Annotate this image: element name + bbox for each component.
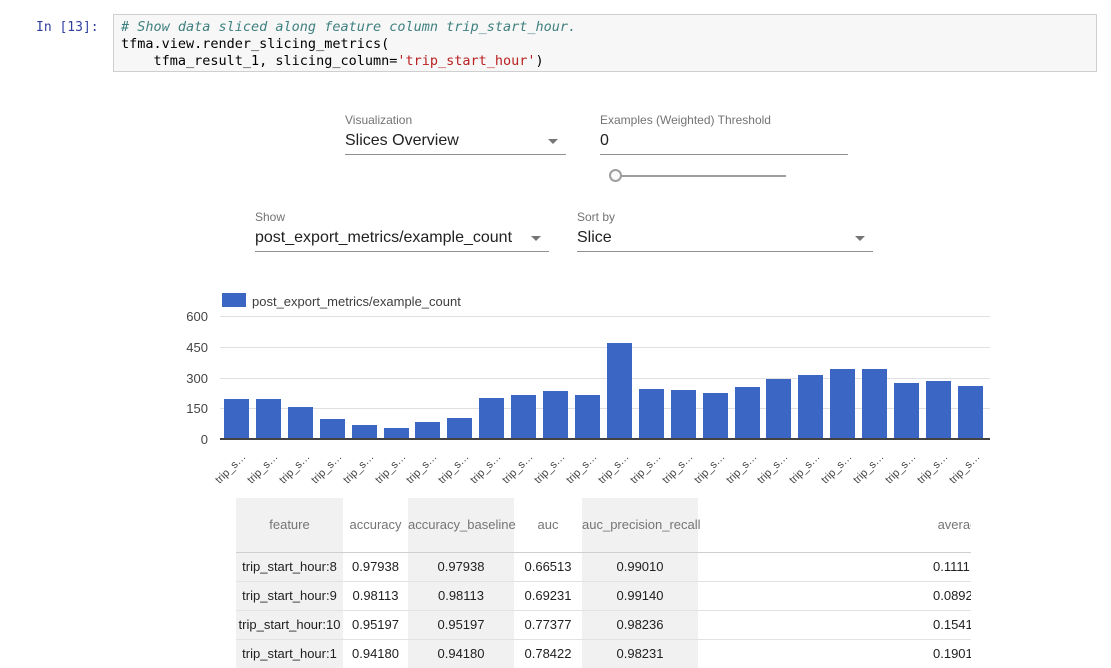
chart-bar[interactable] — [224, 399, 249, 438]
feature-cell: trip_start_hour:1 — [236, 639, 343, 668]
chart-bar[interactable] — [256, 399, 281, 438]
visualization-label: Visualization — [345, 113, 413, 127]
code-string: 'trip_start_hour' — [397, 53, 536, 69]
chart-bar[interactable] — [639, 389, 664, 438]
chart-bar[interactable] — [607, 343, 632, 438]
code-line: tfma_result_1, slicing_column='trip_star… — [121, 53, 544, 69]
metric-value-cell: 0.69231 — [514, 581, 582, 611]
metric-value-cell: 0.99140 — [582, 581, 698, 611]
chart-bar[interactable] — [830, 369, 855, 438]
metric-value-cell: 0.78422 — [514, 639, 582, 668]
feature-cell: trip_start_hour:10 — [236, 610, 343, 640]
chart-bar[interactable] — [894, 383, 919, 438]
legend-label: post_export_metrics/example_count — [252, 294, 461, 309]
chart-bar[interactable] — [447, 418, 472, 438]
metric-value-cell: 0.98113 — [343, 581, 408, 611]
show-label: Show — [255, 210, 286, 224]
cell-input-prompt: In [13]: — [36, 20, 99, 35]
metric-value-cell: 0.1111 — [698, 552, 971, 582]
chart-bar[interactable] — [862, 369, 887, 438]
metric-value-cell: 0.97938 — [408, 552, 514, 582]
chart-gridline — [220, 378, 990, 379]
metric-value-cell: 0.97938 — [343, 552, 408, 582]
threshold-label: Examples (Weighted) Threshold — [600, 113, 771, 127]
chevron-down-icon[interactable] — [531, 236, 541, 241]
metric-value-cell: 0.66513 — [514, 552, 582, 582]
metric-value-cell: 0.77377 — [514, 610, 582, 640]
code-line: tfma.view.render_slicing_metrics( — [121, 36, 390, 52]
y-axis-tick-label: 600 — [186, 309, 208, 324]
x-axis-line — [220, 438, 990, 440]
metric-value-cell: 0.1541 — [698, 610, 971, 640]
threshold-value: 0 — [600, 132, 609, 149]
metric-value-cell: 0.0892 — [698, 581, 971, 611]
table-header-row: feature accuracy accuracy_baseline auc auc_p… — [236, 498, 971, 553]
chevron-down-icon[interactable] — [548, 139, 558, 144]
table-header-cell[interactable]: accuracy — [343, 498, 408, 553]
y-axis-tick-label: 150 — [186, 401, 208, 416]
chart-bar[interactable] — [766, 379, 791, 438]
chart-bar[interactable] — [352, 425, 377, 438]
table-header-cell[interactable]: auc_precision_recall — [582, 498, 701, 553]
chart-bar[interactable] — [511, 395, 536, 438]
visualization-value: Slices Overview — [345, 132, 459, 149]
chart-bar[interactable] — [543, 391, 568, 438]
sort-by-value: Slice — [577, 229, 612, 246]
show-metric-value: post_export_metrics/example_count — [255, 229, 513, 246]
table-row: trip_start_hour:10 0.95197 0.95197 0.77377 0… — [236, 610, 971, 640]
code-comment: # Show data sliced along feature column … — [121, 19, 577, 35]
metric-value-cell: 0.94180 — [343, 639, 408, 668]
show-metric-dropdown[interactable]: post_export_metrics/example_count — [255, 227, 549, 252]
metric-value-cell: 0.98231 — [582, 639, 698, 668]
chart-bar[interactable] — [735, 387, 760, 438]
table-header-cell[interactable]: accuracy_baseline — [408, 498, 516, 553]
metrics-table: feature accuracy accuracy_baseline auc auc_p… — [236, 498, 971, 668]
metric-value-cell: 0.98113 — [408, 581, 514, 611]
chart-bar[interactable] — [479, 398, 504, 438]
legend-color-swatch — [222, 293, 246, 307]
threshold-input[interactable]: 0 — [600, 130, 848, 155]
chart-gridline — [220, 316, 990, 317]
table-header-cell[interactable]: average_los — [698, 498, 971, 553]
y-axis-tick-label: 300 — [186, 371, 208, 386]
threshold-slider-track[interactable] — [614, 175, 786, 177]
y-axis-tick-label: 450 — [186, 340, 208, 355]
visualization-dropdown[interactable]: Slices Overview — [345, 130, 566, 155]
code-editor[interactable]: # Show data sliced along feature column … — [113, 14, 1097, 72]
sort-by-dropdown[interactable]: Slice — [577, 227, 873, 252]
table-row: trip_start_hour:1 0.94180 0.94180 0.78422 0.… — [236, 639, 971, 668]
sort-by-label: Sort by — [577, 210, 616, 224]
chart-bar[interactable] — [575, 395, 600, 438]
threshold-slider-handle[interactable] — [609, 169, 622, 182]
chart-bar[interactable] — [798, 375, 823, 438]
metric-value-cell: 0.99010 — [582, 552, 698, 582]
chart-bar[interactable] — [415, 422, 440, 438]
chart-bar[interactable] — [958, 386, 983, 438]
table-row: trip_start_hour:8 0.97938 0.97938 0.66513 0.… — [236, 552, 971, 582]
chart-bar[interactable] — [288, 407, 313, 438]
metric-value-cell: 0.98236 — [582, 610, 698, 640]
table-header-cell[interactable]: auc — [514, 498, 582, 553]
y-axis-tick-label: 0 — [200, 432, 208, 447]
metrics-table-container[interactable]: feature accuracy accuracy_baseline auc auc_p… — [236, 498, 971, 668]
metric-value-cell: 0.1901 — [698, 639, 971, 668]
table-row: trip_start_hour:9 0.98113 0.98113 0.69231 0.… — [236, 581, 971, 611]
metric-value-cell: 0.95197 — [343, 610, 408, 640]
chart-bar[interactable] — [926, 381, 951, 438]
table-header-cell[interactable]: feature — [236, 498, 343, 553]
chart-gridline — [220, 347, 990, 348]
metric-value-cell: 0.94180 — [408, 639, 514, 668]
chart-bar[interactable] — [320, 419, 345, 438]
chart-bar[interactable] — [671, 390, 696, 438]
chart-bar[interactable] — [703, 393, 728, 438]
feature-cell: trip_start_hour:8 — [236, 552, 343, 582]
metric-value-cell: 0.95197 — [408, 610, 514, 640]
feature-cell: trip_start_hour:9 — [236, 581, 343, 611]
chart-gridline — [220, 408, 990, 409]
chevron-down-icon[interactable] — [855, 236, 865, 241]
chart-bar[interactable] — [384, 428, 409, 438]
